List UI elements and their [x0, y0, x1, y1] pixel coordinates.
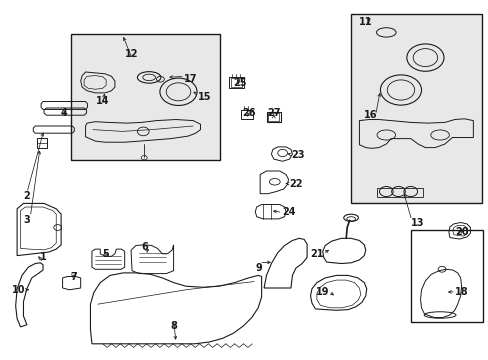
Text: 1: 1 — [40, 252, 46, 262]
Text: 10: 10 — [12, 285, 25, 295]
Bar — [350, 14, 481, 203]
Text: 26: 26 — [242, 108, 256, 118]
Text: 6: 6 — [141, 242, 147, 252]
Text: 21: 21 — [309, 249, 323, 259]
Text: 17: 17 — [183, 74, 197, 84]
Text: 19: 19 — [315, 287, 329, 297]
Bar — [410, 230, 482, 322]
Bar — [266, 112, 281, 122]
Text: 25: 25 — [232, 78, 246, 88]
Text: 9: 9 — [255, 263, 262, 273]
Text: 22: 22 — [288, 179, 302, 189]
Bar — [230, 78, 241, 87]
Text: 2: 2 — [23, 191, 30, 201]
Text: 20: 20 — [454, 227, 468, 237]
Text: 27: 27 — [266, 108, 280, 118]
Bar — [37, 138, 47, 148]
Bar — [71, 34, 220, 160]
Text: 16: 16 — [363, 110, 377, 120]
Bar — [228, 77, 243, 88]
Text: 5: 5 — [102, 249, 108, 259]
Text: 4: 4 — [60, 108, 67, 118]
Text: 11: 11 — [358, 17, 372, 27]
Text: 23: 23 — [291, 150, 305, 160]
Text: 24: 24 — [281, 207, 295, 217]
Text: 3: 3 — [23, 215, 30, 225]
Text: 15: 15 — [197, 92, 211, 102]
Text: 14: 14 — [96, 96, 109, 106]
Bar — [268, 113, 279, 121]
Text: 18: 18 — [454, 287, 468, 297]
Text: 13: 13 — [410, 218, 424, 228]
Text: 12: 12 — [125, 49, 139, 59]
Text: 8: 8 — [170, 321, 177, 331]
Bar — [240, 110, 252, 119]
Bar — [376, 188, 422, 197]
Text: 7: 7 — [70, 272, 77, 282]
